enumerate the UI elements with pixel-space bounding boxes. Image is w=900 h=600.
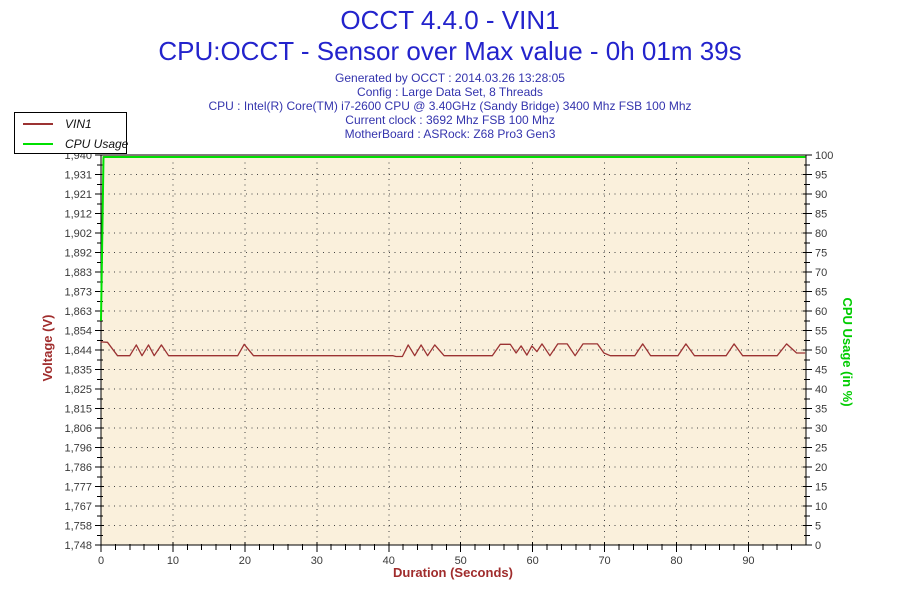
x-tick-label: 80 xyxy=(670,555,682,567)
y-left-tick-label: 1,863 xyxy=(64,306,92,318)
y-right-tick-label: 10 xyxy=(815,501,827,513)
series-cpu-usage xyxy=(100,156,806,321)
y-right-tick-label: 25 xyxy=(815,443,827,455)
y-left-tick-label: 1,921 xyxy=(64,189,92,201)
y-right-tick-label: 95 xyxy=(815,170,827,182)
y-right-tick-label: 75 xyxy=(815,248,827,260)
y-left-tick-label: 1,786 xyxy=(64,462,92,474)
y-left-tick-label: 1,777 xyxy=(64,482,92,494)
y-right-tick-label: 80 xyxy=(815,228,827,240)
info-line-config: Config : Large Data Set, 8 Threads xyxy=(357,85,543,99)
y-right-tick-label: 40 xyxy=(815,384,827,396)
legend-item-vin1: VIN1 xyxy=(15,114,126,133)
system-info-block: Generated by OCCT : 2014.03.26 13:28:05 … xyxy=(0,71,900,141)
y-left-tick-label: 1,912 xyxy=(64,209,92,221)
y-left-tick-label: 1,931 xyxy=(64,170,92,182)
y-left-tick-label: 1,796 xyxy=(64,443,92,455)
y-right-tick-label: 100 xyxy=(815,150,833,162)
y-left-tick-label: 1,815 xyxy=(64,404,92,416)
vin1-line-swatch xyxy=(23,122,53,125)
x-axis-title-duration: Duration (Seconds) xyxy=(393,565,513,580)
y-right-tick-label: 30 xyxy=(815,423,827,435)
y-axis-title-voltage: Voltage (V) xyxy=(40,315,55,382)
legend-item-cpu-usage: CPU Usage xyxy=(15,134,129,153)
y-left-tick-label: 1,825 xyxy=(64,384,92,396)
x-tick-label: 0 xyxy=(98,555,104,567)
legend-box: VIN1 CPU Usage xyxy=(14,112,129,154)
y-left-tick-label: 1,767 xyxy=(64,501,92,513)
y-right-tick-label: 50 xyxy=(815,345,827,357)
x-tick-label: 10 xyxy=(167,555,179,567)
x-tick-label: 60 xyxy=(527,555,539,567)
page-title: OCCT 4.4.0 - VIN1 xyxy=(340,5,560,35)
info-line-generated: Generated by OCCT : 2014.03.26 13:28:05 xyxy=(335,71,565,85)
cpu-usage-line-swatch xyxy=(23,142,53,145)
y-right-tick-label: 5 xyxy=(815,521,821,533)
info-line-motherboard: MotherBoard : ASRock: Z68 Pro3 Gen3 xyxy=(344,127,556,141)
y-right-tick-label: 85 xyxy=(815,209,827,221)
x-tick-label: 40 xyxy=(383,555,395,567)
x-tick-label: 20 xyxy=(239,555,251,567)
legend-label-vin1: VIN1 xyxy=(65,116,92,131)
legend-label-cpu-usage: CPU Usage xyxy=(65,136,129,151)
y-left-tick-label: 1,854 xyxy=(64,326,92,338)
y-right-tick-label: 55 xyxy=(815,326,827,338)
info-line-cpu: CPU : Intel(R) Core(TM) i7-2600 CPU @ 3.… xyxy=(208,99,692,113)
y-left-tick-label: 1,873 xyxy=(64,287,92,299)
y-left-tick-label: 1,844 xyxy=(64,345,92,357)
y-right-tick-label: 65 xyxy=(815,287,827,299)
plot-background xyxy=(101,155,806,545)
y-right-tick-label: 90 xyxy=(815,189,827,201)
y-right-tick-label: 20 xyxy=(815,462,827,474)
info-line-current-clock: Current clock : 3692 Mhz FSB 100 Mhz xyxy=(345,113,555,127)
y-left-tick-label: 1,835 xyxy=(64,365,92,377)
y-left-tick-label: 1,758 xyxy=(64,521,92,533)
y-right-tick-label: 45 xyxy=(815,365,827,377)
page-subtitle: CPU:OCCT - Sensor over Max value - 0h 01… xyxy=(158,36,742,66)
y-right-tick-label: 0 xyxy=(815,540,821,552)
x-tick-label: 50 xyxy=(455,555,467,567)
y-left-tick-label: 1,902 xyxy=(64,228,92,240)
y-left-tick-label: 1,748 xyxy=(64,540,92,552)
x-tick-label: 30 xyxy=(311,555,323,567)
y-left-tick-label: 1,806 xyxy=(64,423,92,435)
x-tick-label: 90 xyxy=(742,555,754,567)
y-right-tick-label: 70 xyxy=(815,267,827,279)
y-axis-title-cpu-usage: CPU Usage (in %) xyxy=(840,297,855,406)
series-vin1 xyxy=(100,341,806,358)
y-right-tick-label: 60 xyxy=(815,306,827,318)
y-left-tick-label: 1,883 xyxy=(64,267,92,279)
y-left-tick-label: 1,892 xyxy=(64,248,92,260)
x-tick-label: 70 xyxy=(598,555,610,567)
y-right-tick-label: 15 xyxy=(815,482,827,494)
y-right-tick-label: 35 xyxy=(815,404,827,416)
